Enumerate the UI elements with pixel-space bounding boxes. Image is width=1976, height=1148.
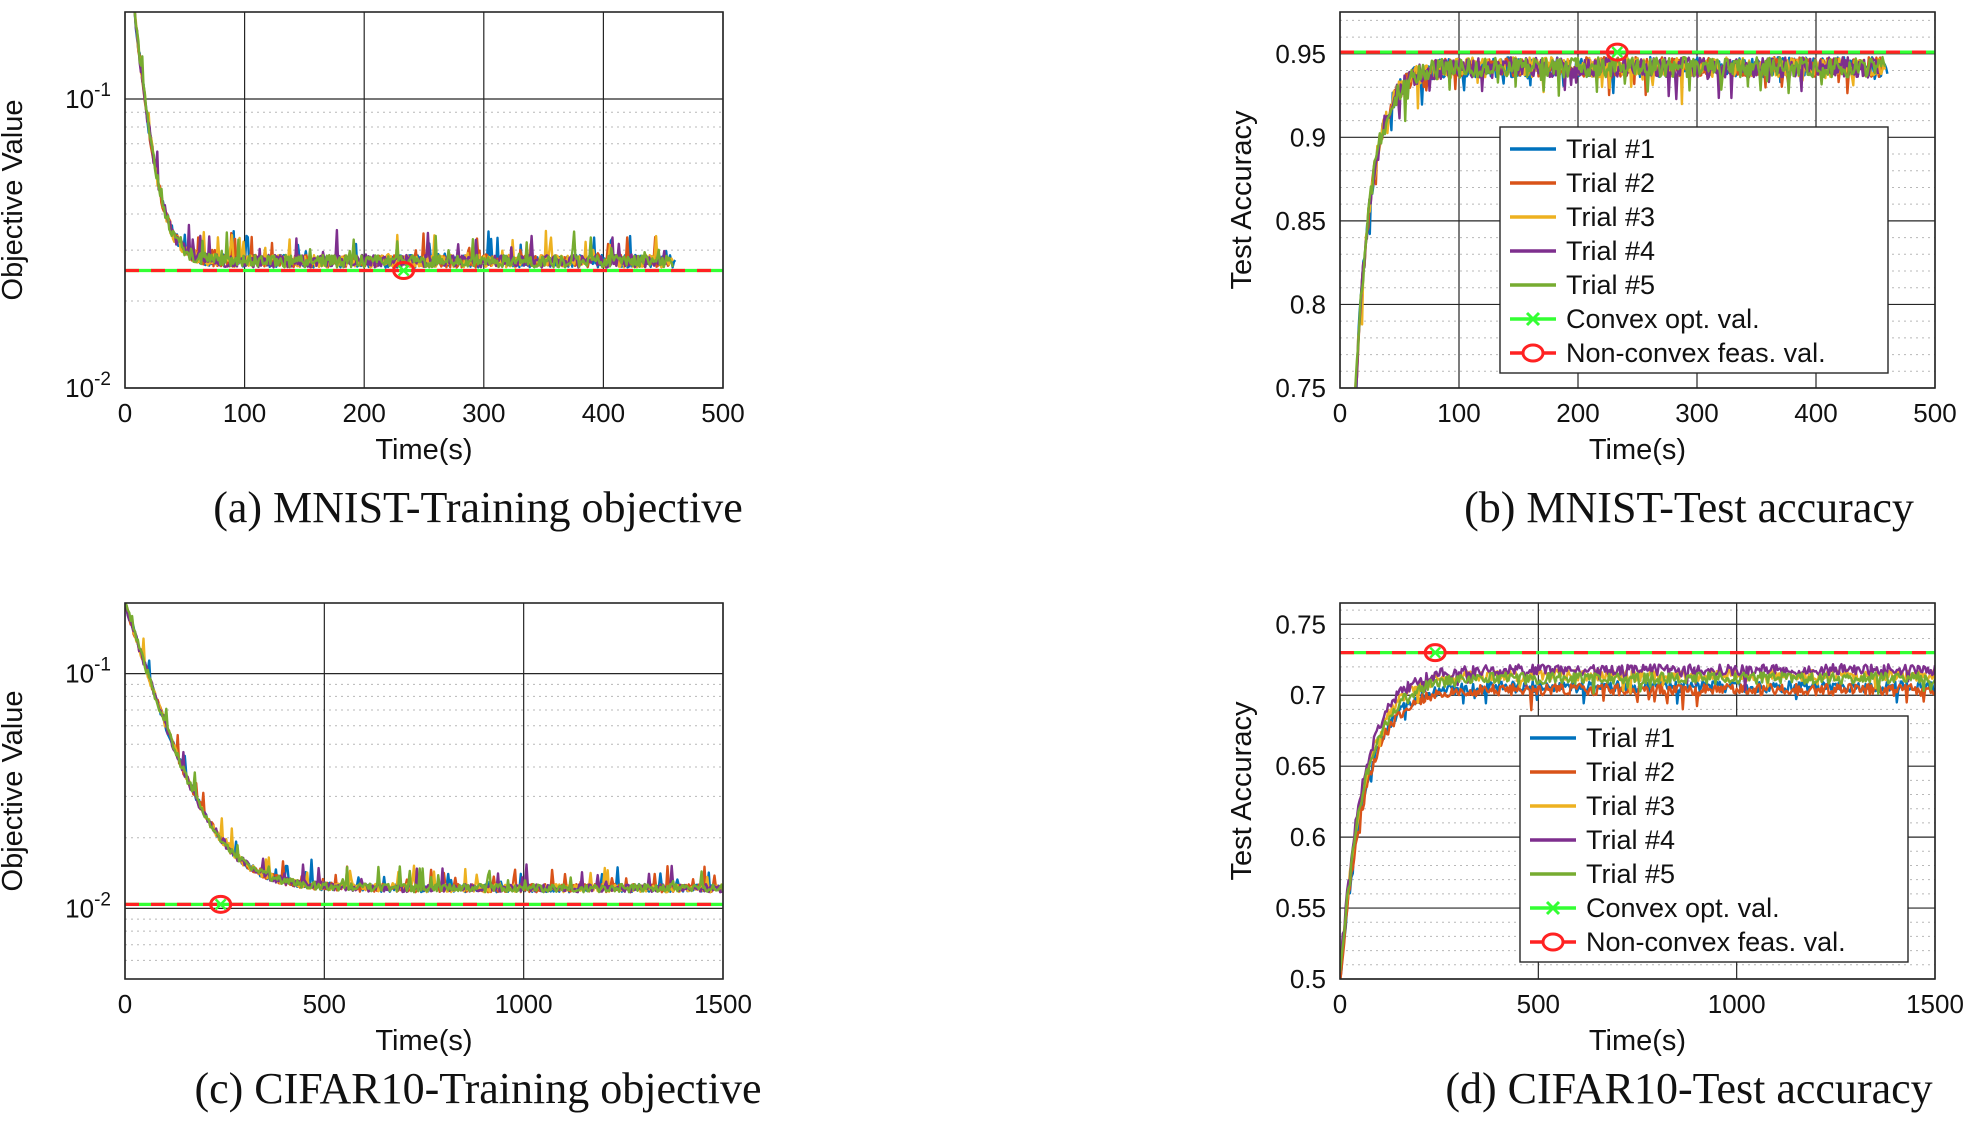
legend-label: Trial #5	[1566, 270, 1655, 300]
chart-b: 0 100 200 300 400 500 0.75 0.8 0.85 0.9 0.95 Time(s…	[1226, 11, 1957, 532]
y-axis-label: Test Accuracy	[1226, 110, 1258, 289]
legend-marker-circle	[1541, 932, 1565, 952]
series-trial-3	[133, 12, 674, 269]
legend-label: Trial #3	[1566, 202, 1655, 232]
series-trial-1	[125, 603, 723, 894]
y-tick-label: 0.75	[1275, 609, 1326, 639]
legend-label: Trial #5	[1586, 859, 1675, 889]
convex-opt-marker	[397, 264, 410, 277]
nonconvex-feas-marker	[1605, 42, 1629, 62]
y-tick-label: 0.9	[1290, 122, 1326, 152]
x-tick-label: 1000	[1708, 989, 1766, 1019]
legend-label: Trial #1	[1586, 723, 1675, 753]
x-tick-label: 400	[582, 398, 625, 428]
legend: Trial #1 Trial #2 Trial #3 Trial #4 Trial #5…	[1519, 715, 1909, 963]
x-tick-label: 200	[1556, 398, 1599, 428]
x-tick-label: 0	[118, 398, 132, 428]
legend-label: Trial #1	[1566, 134, 1655, 164]
axes-frame	[1339, 602, 1936, 980]
y-axis-label: Objective Value	[0, 691, 29, 892]
x-tick-label: 0	[118, 989, 132, 1019]
x-tick-label: 500	[303, 989, 346, 1019]
legend-label: Trial #4	[1566, 236, 1655, 266]
y-tick-label: 10-1	[65, 80, 111, 114]
y-tick-label: 0.55	[1275, 893, 1326, 923]
legend: Trial #1 Trial #2 Trial #3 Trial #4 Trial #5…	[1499, 126, 1889, 374]
y-tick-label: 0.75	[1275, 373, 1326, 403]
series-trial-1	[133, 12, 677, 269]
y-tick-label: 10-2	[65, 889, 111, 923]
x-axis-label: Time(s)	[375, 434, 472, 466]
x-tick-label: 400	[1794, 398, 1837, 428]
x-tick-label: 500	[1913, 398, 1956, 428]
legend-label: Trial #4	[1586, 825, 1675, 855]
x-tick-label: 300	[462, 398, 505, 428]
series-trial-5	[125, 603, 723, 894]
y-tick-label: 0.65	[1275, 751, 1326, 781]
subfigure-caption: (a) MNIST-Training objective	[213, 483, 743, 532]
y-tick-label: 0.5	[1290, 964, 1326, 994]
convex-opt-marker	[1611, 46, 1624, 58]
legend-label: Non-convex feas. val.	[1566, 338, 1826, 368]
x-tick-label: 0	[1333, 398, 1347, 428]
chart-c: 0 500 1000 1500 10-2 10-1 Time(s) Objective Val…	[0, 602, 762, 1113]
x-axis-label: Time(s)	[1589, 1025, 1686, 1057]
series-trial-5	[1340, 671, 1935, 973]
series-trial-2	[133, 12, 671, 269]
chart-d: 0 500 1000 1500 0.5 0.55 0.6 0.65 0.7 0.75 Time(s)…	[1226, 602, 1964, 1113]
axes-frame	[1339, 11, 1936, 389]
series-trial-3	[125, 603, 723, 894]
legend-label: Trial #3	[1586, 791, 1675, 821]
legend-label: Non-convex feas. val.	[1586, 927, 1846, 957]
series-trial-2	[1340, 682, 1935, 979]
legend-label: Convex opt. val.	[1586, 893, 1780, 923]
y-tick-label: 0.6	[1290, 822, 1326, 852]
x-tick-label: 300	[1675, 398, 1718, 428]
x-tick-label: 200	[343, 398, 386, 428]
x-tick-label: 1000	[495, 989, 553, 1019]
y-tick-label: 10-2	[65, 369, 111, 403]
series-trial-4	[125, 603, 723, 894]
legend-label: Trial #2	[1566, 168, 1655, 198]
y-tick-label: 10-1	[65, 655, 111, 689]
convex-opt-marker	[214, 898, 227, 911]
subfigure-caption: (d) CIFAR10-Test accuracy	[1445, 1064, 1932, 1113]
x-tick-label: 0	[1333, 989, 1347, 1019]
x-tick-label: 500	[701, 398, 744, 428]
chart-a: 0 100 200 300 400 500 10-2 10-1 Time(s) Objective…	[0, 11, 745, 532]
legend-marker-x	[1545, 900, 1561, 916]
legend-box	[1519, 715, 1909, 963]
subfigure-caption: (b) MNIST-Test accuracy	[1464, 483, 1914, 532]
x-tick-label: 100	[223, 398, 266, 428]
x-tick-label: 1500	[1906, 989, 1964, 1019]
series-trial-5	[133, 12, 674, 269]
x-axis-label: Time(s)	[375, 1025, 472, 1057]
legend-label: Convex opt. val.	[1566, 304, 1760, 334]
nonconvex-feas-marker	[209, 894, 233, 914]
y-tick-label: 0.85	[1275, 206, 1326, 236]
series-trial-4	[133, 12, 667, 269]
y-tick-label: 0.95	[1275, 39, 1326, 69]
convex-opt-marker	[1429, 646, 1442, 659]
series-trial-2	[125, 603, 723, 894]
y-tick-label: 0.8	[1290, 289, 1326, 319]
x-axis-label: Time(s)	[1589, 434, 1686, 466]
axes-frame	[124, 11, 724, 389]
y-axis-label: Objective Value	[0, 100, 29, 301]
y-axis-label: Test Accuracy	[1226, 701, 1258, 880]
legend-marker-x	[1525, 311, 1541, 327]
axes-frame	[124, 602, 724, 980]
x-tick-label: 100	[1437, 398, 1480, 428]
x-tick-label: 500	[1517, 989, 1560, 1019]
nonconvex-feas-marker	[392, 261, 416, 281]
x-tick-label: 1500	[694, 989, 752, 1019]
y-tick-label: 0.7	[1290, 680, 1326, 710]
legend-label: Trial #2	[1586, 757, 1675, 787]
subfigure-caption: (c) CIFAR10-Training objective	[194, 1064, 761, 1113]
nonconvex-feas-marker	[1423, 643, 1447, 663]
legend-marker-circle	[1521, 343, 1545, 363]
series-trial-4	[1340, 662, 1935, 965]
legend-box	[1499, 126, 1889, 374]
